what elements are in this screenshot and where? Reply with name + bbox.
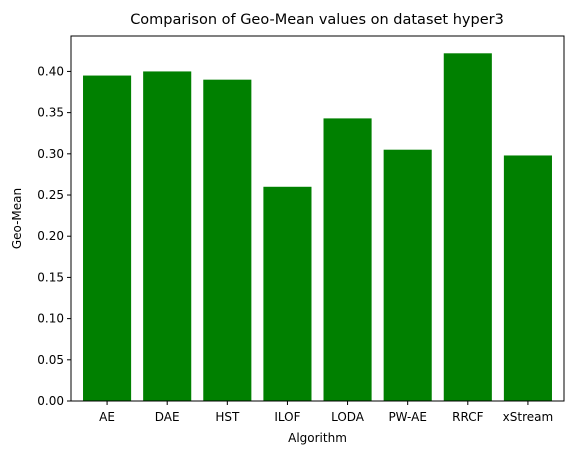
y-tick-label: 0.00 [37, 394, 64, 408]
bar-xstream [503, 155, 552, 401]
x-axis-ticks: AE DAE HST ILOF LODA PW-AE RRCF xStream [99, 401, 553, 424]
y-tick-label: 0.40 [37, 64, 64, 78]
bar-pw-ae [383, 149, 432, 401]
x-tick-label: ILOF [274, 410, 300, 424]
x-tick-label: DAE [155, 410, 180, 424]
bar-ilof [263, 186, 312, 401]
y-tick-label: 0.15 [37, 270, 64, 284]
y-tick-label: 0.25 [37, 188, 64, 202]
y-tick-label: 0.05 [37, 353, 64, 367]
y-tick-label: 0.30 [37, 147, 64, 161]
y-axis-ticks: 0.00 0.05 0.10 0.15 0.20 0.25 0.30 0.35 0.40 [37, 64, 71, 408]
bar-hst [203, 79, 252, 401]
plot-frame [70, 35, 565, 402]
bars-group [83, 53, 552, 402]
x-tick-label: RRCF [452, 410, 483, 424]
x-tick-label: AE [99, 410, 115, 424]
x-tick-label: PW-AE [388, 410, 426, 424]
bar-ae [83, 75, 132, 402]
y-tick-label: 0.20 [37, 229, 64, 243]
y-tick-label: 0.10 [37, 312, 64, 326]
bar-dae [143, 71, 192, 401]
y-axis-title: Geo-Mean [10, 188, 24, 249]
bar-loda [323, 118, 372, 402]
x-tick-label: HST [215, 410, 240, 424]
chart-title: Comparison of Geo-Mean values on dataset… [130, 12, 504, 28]
x-axis-title: Algorithm [288, 431, 347, 445]
bar-rrcf [443, 53, 492, 401]
x-tick-label: xStream [503, 410, 554, 424]
x-tick-label: LODA [331, 410, 365, 424]
y-tick-label: 0.35 [37, 106, 64, 120]
